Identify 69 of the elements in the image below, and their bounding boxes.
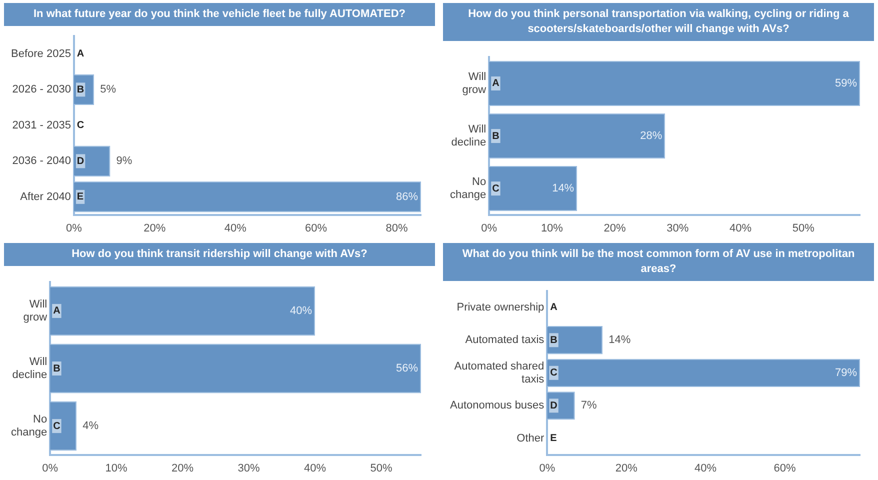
data-label: 40% xyxy=(290,305,312,317)
data-label: 56% xyxy=(396,362,418,375)
y-tick-label: Automated shared taxis xyxy=(454,360,545,386)
y-tick-label: 2031 - 2035 xyxy=(12,119,71,132)
annotation: A xyxy=(492,78,500,90)
x-tick-label: 10% xyxy=(105,462,128,474)
x-tick-label: 60% xyxy=(305,222,328,234)
y-tick-label: Autonomous buses xyxy=(450,400,545,412)
annotation: E xyxy=(550,433,558,444)
annotation: A xyxy=(550,302,558,314)
y-tick-label: Will grow xyxy=(23,298,48,324)
x-tick-label: 40% xyxy=(694,462,717,474)
x-tick-label: 0% xyxy=(42,462,58,474)
x-tick-label: 20% xyxy=(604,222,626,234)
y-tick-label: No change xyxy=(450,176,486,202)
x-tick-label: 30% xyxy=(666,222,689,234)
data-label: 5% xyxy=(100,84,116,96)
x-tick-label: 20% xyxy=(172,462,194,474)
annotation: B xyxy=(492,130,500,142)
chart-title: In what future year do you think the vehicle fleet be fully AUTOMATED? xyxy=(4,3,435,26)
data-label: 28% xyxy=(640,130,662,142)
y-tick-label: Before 2025 xyxy=(11,48,71,60)
x-tick-label: 10% xyxy=(540,222,564,234)
data-label: 4% xyxy=(82,420,99,432)
y-tick-label: 2036 - 2040 xyxy=(12,155,71,168)
annotation: A xyxy=(53,306,60,317)
data-label: 14% xyxy=(552,182,574,195)
data-label: 59% xyxy=(834,78,858,90)
data-label: 86% xyxy=(396,190,418,203)
x-tick-label: 50% xyxy=(792,222,815,234)
y-tick-label: 2026 - 2030 xyxy=(12,84,71,96)
x-tick-label: 0% xyxy=(481,222,498,234)
x-tick-label: 80% xyxy=(386,222,408,234)
data-label: 79% xyxy=(834,366,858,379)
y-tick-label: No change xyxy=(10,413,48,439)
x-tick-label: 60% xyxy=(774,462,796,474)
x-tick-label: 40% xyxy=(730,222,752,234)
y-tick-label: Will grow xyxy=(462,70,486,96)
data-label: 7% xyxy=(580,400,598,412)
annotation: A xyxy=(76,48,84,60)
data-label: 14% xyxy=(608,334,631,346)
annotation: C xyxy=(550,368,558,379)
annotation: B xyxy=(53,363,60,374)
y-tick-label: Automated taxis xyxy=(465,334,545,346)
y-tick-label: Will decline xyxy=(12,356,48,382)
y-tick-label: After 2040 xyxy=(20,190,71,203)
annotation: B xyxy=(550,334,558,346)
annotation: C xyxy=(492,183,500,194)
chart-title: How do you think personal transportation via walking, cycling or riding a scooters/skateboards/other will change with AVs? xyxy=(443,3,874,41)
chart-title: How do you think transit ridership will change with AVs? xyxy=(4,243,435,266)
annotation: D xyxy=(76,156,84,167)
y-tick-label: Private ownership xyxy=(456,301,544,314)
x-tick-label: 40% xyxy=(224,222,247,234)
data-label: 9% xyxy=(116,155,132,168)
x-tick-label: 0% xyxy=(539,462,556,474)
y-tick-label: Other xyxy=(516,432,545,444)
x-tick-label: 40% xyxy=(304,462,326,474)
annotation: D xyxy=(550,400,558,412)
y-tick-label: Will decline xyxy=(451,123,486,149)
annotation: E xyxy=(76,192,84,203)
annotation: C xyxy=(53,420,60,432)
x-tick-label: 30% xyxy=(238,462,260,474)
annotation: C xyxy=(76,120,84,132)
x-tick-label: 20% xyxy=(615,462,638,474)
annotation: B xyxy=(76,84,84,96)
x-tick-label: 50% xyxy=(370,462,392,474)
x-tick-label: 20% xyxy=(144,222,166,234)
x-tick-label: 0% xyxy=(66,222,82,234)
chart-title: What do you think will be the most common form of AV use in metropolitan areas? xyxy=(443,243,874,281)
